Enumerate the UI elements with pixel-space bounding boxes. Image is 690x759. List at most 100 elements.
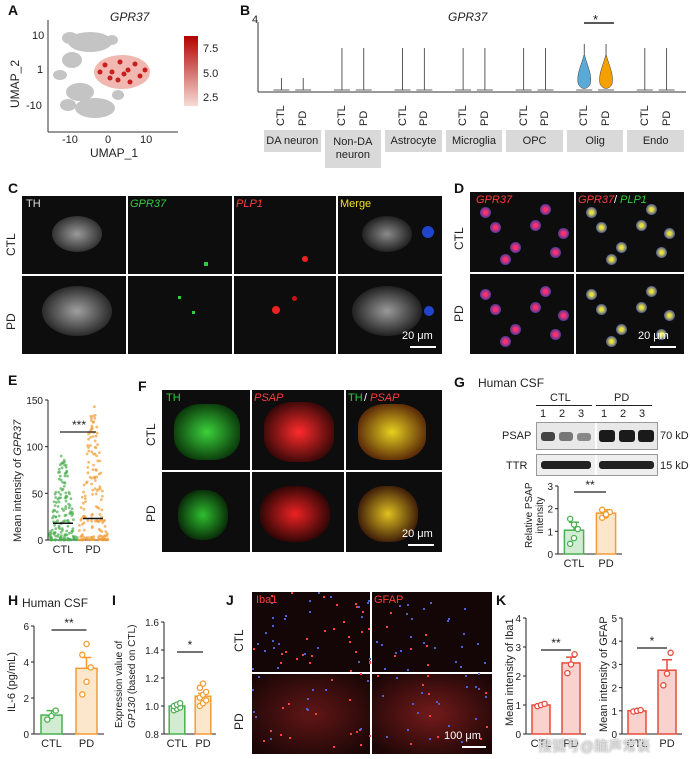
stain-dot [437,736,439,738]
data-point [82,528,86,532]
stain-dot [343,621,345,623]
data-point [89,444,92,447]
stain-dot [309,600,311,602]
data-point [96,506,100,509]
data-point [79,651,86,659]
stain-dot [429,738,431,740]
y-tick-label: 0 [515,730,521,741]
stain-dot [407,604,409,606]
data-point [103,534,107,538]
panel-c-label: C [8,180,19,196]
stain-dot [411,618,413,620]
data-point [55,501,58,504]
d-row-pd: PD [452,305,466,322]
stain-dot [447,620,449,622]
stain-dot [421,692,423,694]
panel-i-label: I [112,592,116,608]
stain-dot [386,736,388,738]
data-point [64,533,67,536]
stain-dot [485,692,487,694]
cell-nucleus [606,254,617,265]
stain-dot [475,686,477,688]
data-point [66,519,69,523]
data-point [60,466,64,470]
bar-ctl [627,710,647,735]
data-point [54,527,58,530]
stain-dot [307,698,309,700]
data-point [196,684,204,692]
stain-dot [355,603,357,605]
umap-plot [47,20,198,133]
data-point [90,538,94,541]
c-scale-text: 20 μm [402,330,433,342]
y-tick-label: 2 [23,694,29,705]
cell-nucleus [616,324,627,335]
lane-number: 3 [578,408,585,420]
stain-dot [350,733,352,735]
d-channel-slash: / [614,194,618,206]
data-point [92,537,96,541]
data-point [86,465,90,469]
stain-dot [253,711,255,713]
stain-dot [271,602,273,604]
stain-dot [455,661,457,663]
stain-dot [461,741,463,743]
data-point [84,500,87,504]
data-point [81,501,85,505]
data-point [50,528,54,532]
stain-dot [434,647,436,649]
stain-dot [406,613,408,615]
data-point [100,518,103,522]
celltype-tag: Astrocyte [385,130,442,152]
data-point [52,514,55,518]
data-point [54,496,58,499]
stain-dot [270,738,272,740]
data-point [63,474,67,478]
stain-dot [281,653,283,655]
data-point [82,483,86,487]
violin-group-label-pd: PD [418,110,431,126]
stain-dot [284,618,286,620]
y-tick-label: 150 [26,396,43,407]
stain-dot [311,655,313,657]
x-tick-label: CTL [167,738,188,750]
umap-xtick-1: -10 [62,134,78,146]
data-point [93,416,97,420]
stain-dot [407,729,409,731]
violin-group-label-pd: PD [297,110,310,126]
data-point [59,496,62,500]
lane-number: 3 [639,408,646,420]
stain-dot [312,689,314,691]
y-tick-label: 1.4 [145,646,159,657]
data-point [95,431,99,435]
g-title: Human CSF [478,376,545,390]
data-point [78,529,81,532]
g-band-ttr: TTR [506,460,528,472]
stain-dot [412,703,414,705]
d-channel-gpr37: GPR37 [476,194,513,206]
x-tick-label: PD [79,738,94,750]
data-point [99,529,102,532]
data-point [83,494,87,498]
cell-nucleus [646,204,657,215]
stain-dot [356,731,358,733]
sig-label: * [188,638,193,652]
data-point [57,490,61,494]
cell-nucleus [540,286,551,297]
stain-dot [369,662,371,664]
panel-f-label: F [138,378,147,394]
panel-j-images [252,592,492,754]
stain-dot [302,654,304,656]
f-row-pd: PD [144,505,158,522]
c-row-ctl: CTL [4,233,18,256]
panel-d-images [470,192,684,354]
cell-nucleus [480,207,491,218]
j-channel-iba1: Iba1 [256,594,278,606]
c-channel-gpr37: GPR37 [130,198,167,210]
cell-nucleus [490,304,501,315]
data-point [95,489,99,492]
k2-ylabel: Mean intensity of GFAP [598,616,610,732]
stain-dot [386,626,388,628]
y-tick-label: 50 [32,489,44,500]
data-point [667,649,674,657]
